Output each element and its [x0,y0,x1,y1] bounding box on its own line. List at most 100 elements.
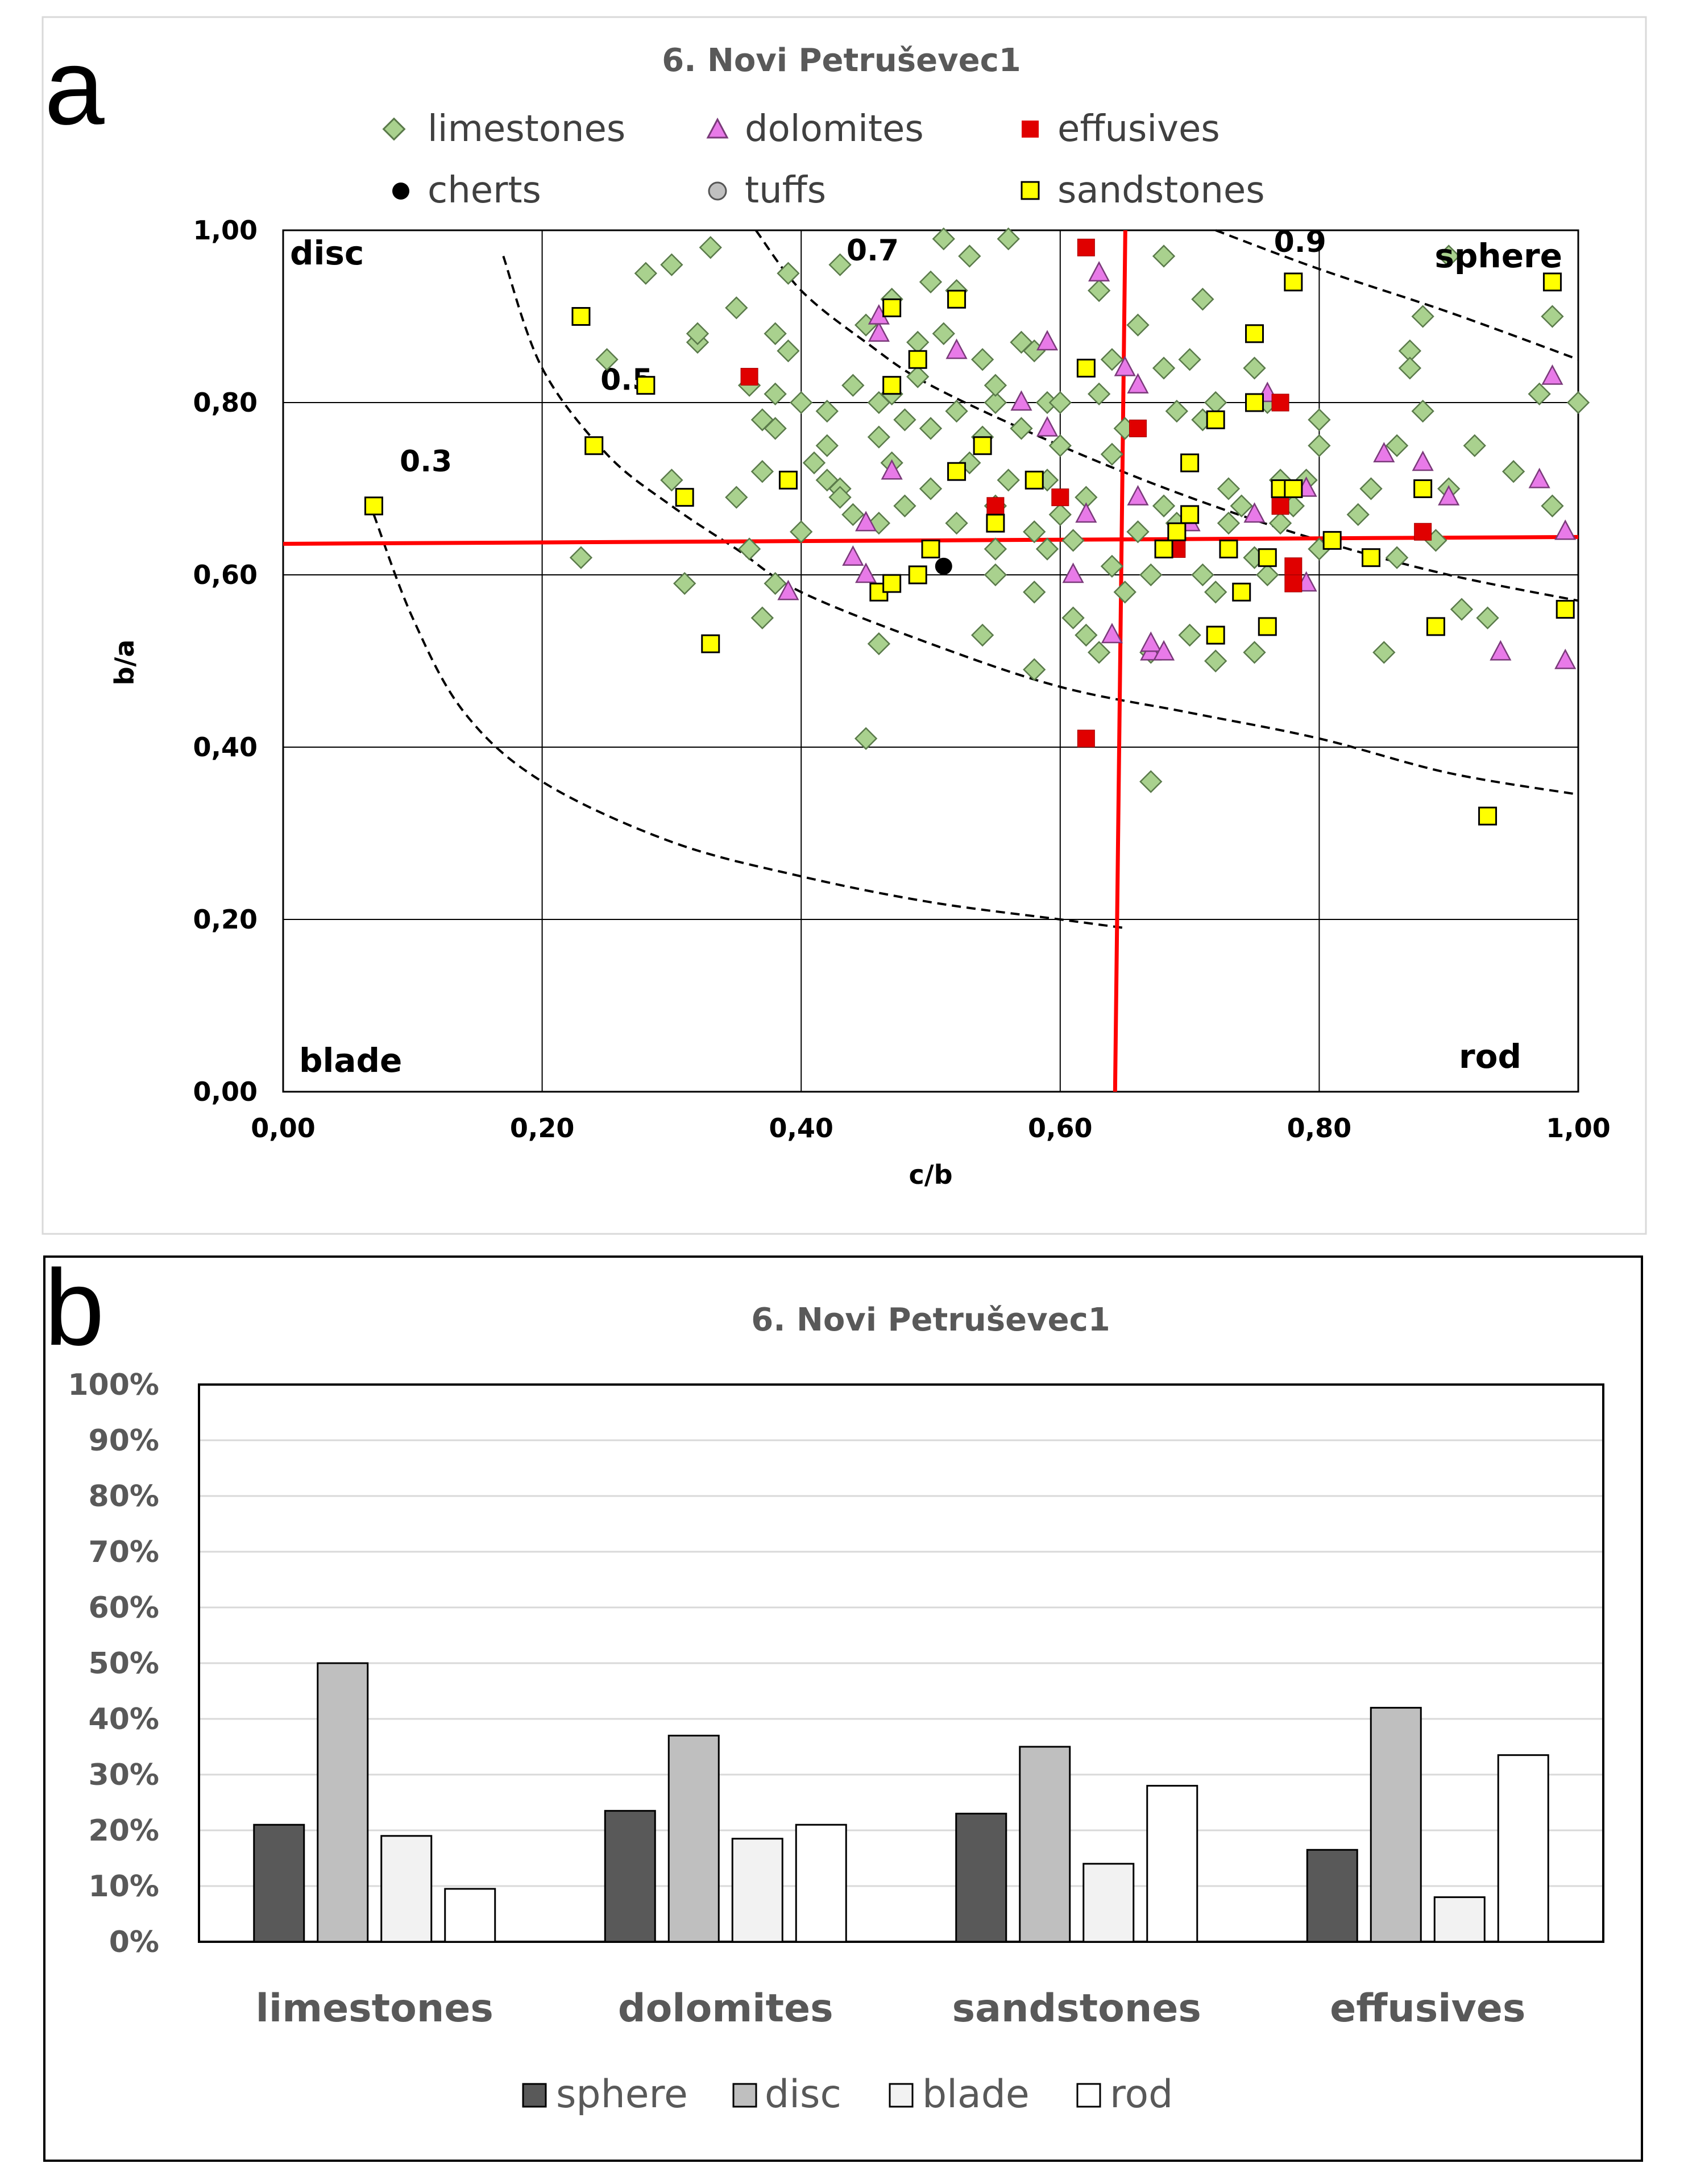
point-sandstones [986,513,1005,533]
legend-label-dolomites: dolomites [745,108,924,150]
bar-rod [1146,1785,1198,1943]
point-limestones [1152,244,1176,268]
point-limestones [764,322,787,345]
point-limestones [764,382,787,406]
legend-marker-effusives [1022,121,1039,138]
y-tick-label: 60% [89,1591,159,1625]
point-sandstones [1542,272,1562,292]
point-dolomites [1062,562,1084,583]
point-sandstones [882,376,902,395]
point-effusives [1284,557,1303,575]
bar-disc [1370,1706,1422,1943]
point-effusives [1271,497,1289,515]
point-limestones [984,537,1007,561]
contour-line [754,229,1579,602]
bar-disc [1019,1746,1071,1943]
point-sandstones [947,462,967,481]
point-limestones [1541,305,1564,328]
y-tick-label: 1,00 [193,215,258,246]
legend-label-sphere: sphere [556,2072,688,2117]
point-dolomites [777,579,799,600]
plot-frame [282,229,1579,1093]
point-limestones [945,511,968,535]
y-tick-label: 0,00 [193,1076,258,1107]
point-limestones [777,339,800,363]
point-limestones [1256,563,1279,587]
panel-label-a: a [44,27,105,147]
point-limestones [1061,606,1085,629]
point-sandstones [1556,600,1575,619]
point-limestones [1528,382,1551,406]
legend-item-blade: blade [889,2072,1030,2117]
point-limestones [1450,598,1474,621]
bar-blade [731,1838,783,1943]
legend-marker-tuffs [708,181,727,201]
point-limestones [673,571,696,595]
legend-label-disc: disc [765,2072,841,2117]
point-limestones [893,408,916,432]
point-sandstones [1180,453,1200,473]
point-dolomites [1101,623,1123,644]
point-dolomites [1528,467,1550,488]
point-limestones [1411,305,1434,328]
point-limestones [854,727,878,751]
point-limestones [1165,399,1188,423]
point-dolomites [1152,640,1175,661]
y-tick-label: 70% [89,1535,159,1569]
point-limestones [1035,537,1059,561]
point-limestones [919,417,943,440]
point-sandstones [364,496,383,516]
point-sandstones [1322,531,1342,550]
point-sandstones [1206,410,1225,429]
point-dolomites [1088,261,1110,281]
point-limestones [1061,529,1085,552]
point-sandstones [921,540,940,559]
point-limestones [1411,399,1434,423]
legend-marker-cherts [392,183,409,200]
point-effusives [1414,523,1432,541]
y-tick-label: 30% [89,1758,159,1792]
point-effusives [1077,238,1095,256]
contour-label: 0.3 [400,445,452,479]
point-limestones [1204,391,1227,415]
point-limestones [841,503,865,527]
point-dolomites [1554,519,1577,540]
bar-sphere [1306,1849,1358,1943]
point-dolomites [855,511,877,532]
bar-sphere [253,1824,305,1943]
point-sandstones [675,488,694,507]
point-sandstones [1232,582,1251,602]
point-limestones [1243,357,1266,380]
point-dolomites [1243,502,1266,523]
y-tick-label: 50% [89,1647,159,1681]
point-sandstones [1219,540,1238,559]
point-sandstones [1426,617,1445,636]
x-tick-label: 0,20 [510,1113,575,1143]
y-tick-label: 80% [89,1480,159,1514]
point-sandstones [1284,479,1303,498]
category-label: effusives [1330,1986,1525,2031]
category-label: dolomites [618,1986,833,2031]
bar-rod [1497,1754,1549,1943]
point-limestones [1398,339,1422,363]
point-sandstones [882,574,902,593]
point-limestones [932,227,955,251]
y-tick-label: 40% [89,1702,159,1737]
point-limestones [1566,391,1590,415]
point-sandstones [584,436,604,455]
legend-swatch-disc [732,2083,757,2108]
point-limestones [1398,357,1422,380]
point-dolomites [1412,450,1434,471]
point-limestones [1217,477,1241,500]
point-limestones [764,417,787,440]
point-effusives [986,497,1005,515]
point-effusives [1284,574,1303,592]
point-limestones [867,425,891,449]
point-limestones [750,606,774,629]
point-sandstones [908,350,927,369]
bar-sphere [604,1810,656,1943]
y-tick-label: 0,40 [193,732,258,762]
region-label-blade: blade [299,1041,402,1080]
point-limestones [1463,434,1486,457]
point-limestones [1100,442,1124,466]
